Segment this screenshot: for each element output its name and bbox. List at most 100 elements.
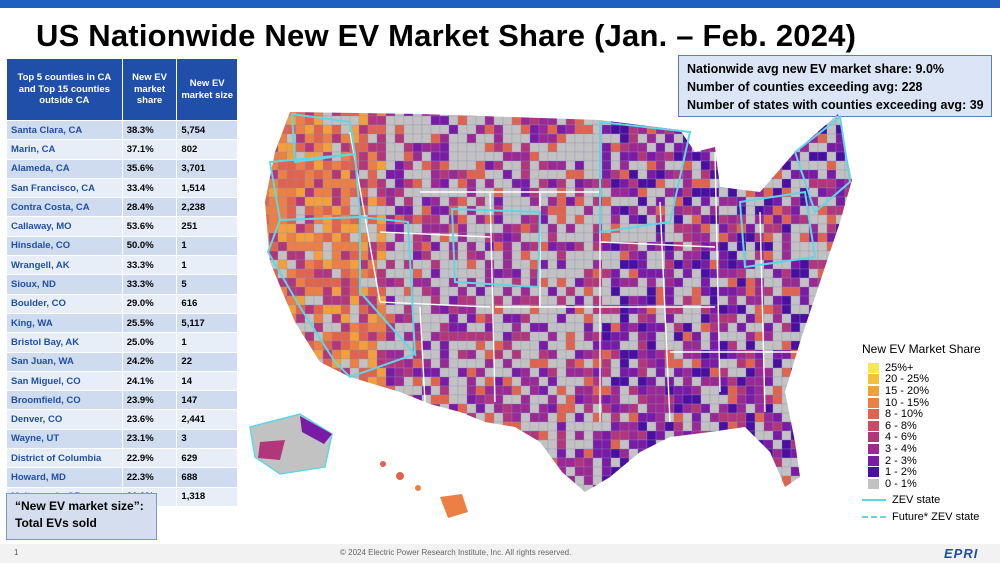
cell-share: 24.2% [121,351,178,372]
cell-county: Howard, MD [6,467,123,488]
zev-state-line-icon [862,498,886,501]
cell-size: 147 [176,390,238,411]
table-row: Hinsdale, CO 50.0% 1 [6,235,238,257]
cell-size: 5,754 [176,119,238,141]
legend-swatch [868,420,879,431]
alaska-inset [249,413,333,475]
legend-item: 3 - 4% [868,443,996,455]
header-size: New EV market size [176,58,238,121]
cell-size: 1 [176,255,238,276]
table-header-row: Top 5 counties in CA and Top 15 counties… [6,58,238,121]
legend-label: 25%+ [885,361,914,374]
cell-county: Bristol Bay, AK [6,332,123,353]
cell-size: 1,318 [176,486,238,507]
table-row: King, WA 25.5% 5,117 [6,312,238,334]
table-row: San Francisco, CA 33.4% 1,514 [6,177,238,199]
cell-size: 616 [176,293,238,314]
cell-share: 33.3% [121,274,178,295]
cell-share: 53.6% [121,216,178,237]
cell-county: Wrangell, AK [6,255,123,276]
cell-share: 25.5% [121,312,178,334]
cell-size: 1,514 [176,177,238,199]
cell-county: Contra Costa, CA [6,197,123,218]
stat-national-avg: Nationwide avg new EV market share: 9.0% [687,62,945,76]
legend-label: 10 - 15% [885,396,930,409]
market-size-note: “New EV market size”: Total EVs sold [6,493,157,540]
table-row: Broomfield, CO 23.9% 147 [6,390,238,411]
legend-item: 1 - 2% [868,466,996,478]
table-row: San Juan, WA 24.2% 22 [6,351,238,372]
legend-item: 15 - 20% [868,385,996,397]
cell-county: Wayne, UT [6,428,123,450]
table-row: San Miguel, CO 24.1% 14 [6,370,238,392]
cell-size: 22 [176,351,238,372]
footer: 1 © 2024 Electric Power Research Institu… [0,544,1000,563]
cell-size: 3,701 [176,158,238,179]
legend-label: 6 - 8% [885,419,917,432]
legend-label: 2 - 3% [885,454,917,467]
table-row: District of Columbia 22.9% 629 [6,448,238,469]
cell-county: Boulder, CO [6,293,123,314]
legend-swatch [868,467,879,478]
legend-swatch [868,478,879,489]
header-county: Top 5 counties in CA and Top 15 counties… [6,58,123,121]
stats-box: Nationwide avg new EV market share: 9.0%… [678,55,992,117]
legend-item: 25%+ [868,362,996,374]
legend-item: 0 - 1% [868,478,996,490]
note-line-2: Total EVs sold [15,516,97,530]
stat-counties-exceeding: Number of counties exceeding avg: 228 [687,80,923,94]
cell-county: District of Columbia [6,448,123,469]
legend-swatch [868,455,879,466]
cell-share: 22.9% [121,448,178,469]
table-row: Alameda, CA 35.6% 3,701 [6,158,238,179]
table-row: Denver, CO 23.6% 2,441 [6,409,238,430]
legend-label: 4 - 6% [885,431,917,444]
cell-size: 5,117 [176,312,238,334]
cell-share: 28.4% [121,197,178,218]
cell-county: King, WA [6,312,123,334]
cell-county: San Francisco, CA [6,177,123,199]
future-zev-line-icon [862,515,886,518]
cell-size: 14 [176,370,238,392]
cell-share: 33.3% [121,255,178,276]
legend-label: 15 - 20% [885,384,930,397]
legend-item: 2 - 3% [868,455,996,467]
table-row: Wayne, UT 23.1% 3 [6,428,238,450]
table-row: Howard, MD 22.3% 688 [6,467,238,488]
map-county-fill [265,112,852,492]
legend-item: 20 - 25% [868,373,996,386]
legend-items: 25%+ 20 - 25% 15 - 20% 10 - 15% 8 - 10% 6 - 8… [862,362,996,490]
legend-item: 10 - 15% [868,397,996,409]
us-county-map [249,112,852,518]
cell-size: 2,238 [176,197,238,218]
cell-share: 50.0% [121,235,178,257]
legend-label: 20 - 25% [885,373,930,386]
top-accent-bar [0,0,1000,8]
table-row: Santa Clara, CA 38.3% 5,754 [6,119,238,141]
zev-state-outlines [266,112,852,379]
header-share: New EV market share [121,58,178,121]
legend-swatch [868,362,879,373]
page-title: US Nationwide New EV Market Share (Jan. … [36,18,857,53]
legend-swatch [868,409,879,420]
cell-county: Santa Clara, CA [6,119,123,141]
cell-share: 37.1% [121,139,178,160]
legend-label: 8 - 10% [885,408,923,421]
map-legend: New EV Market Share 25%+ 20 - 25% 15 - 20%… [862,342,996,524]
cell-size: 1 [176,235,238,257]
cell-size: 629 [176,448,238,469]
legend-zev-state: ZEV state [862,493,996,507]
legend-item: 8 - 10% [868,408,996,420]
cell-size: 5 [176,274,238,295]
cell-share: 35.6% [121,158,178,179]
cell-county: Broomfield, CO [6,390,123,411]
copyright-text: © 2024 Electric Power Research Institute… [340,548,572,557]
legend-swatch [868,385,879,396]
legend-item: 6 - 8% [868,420,996,432]
zev-state-label: ZEV state [892,493,941,506]
cell-county: Denver, CO [6,409,123,430]
table-row: Wrangell, AK 33.3% 1 [6,255,238,276]
stat-states-exceeding: Number of states with counties exceeding… [687,98,984,112]
cell-county: Sioux, ND [6,274,123,295]
table-row: Contra Costa, CA 28.4% 2,238 [6,197,238,218]
